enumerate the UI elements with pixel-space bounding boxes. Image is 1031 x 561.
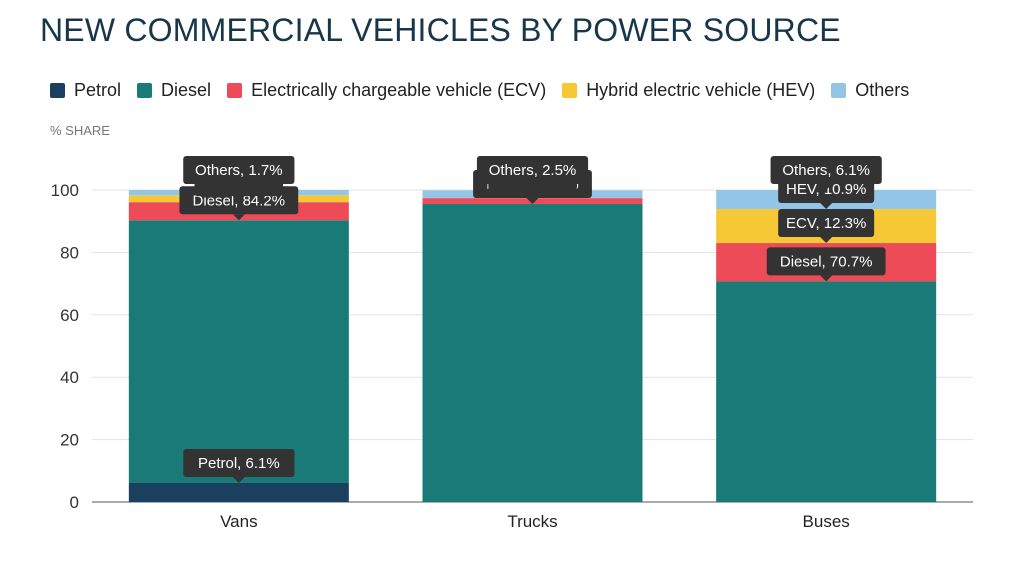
legend-label-diesel: Diesel [161, 80, 212, 100]
data-label-box [476, 156, 589, 184]
data-label-pointer [820, 275, 833, 282]
data-label-pointer [526, 192, 539, 199]
bar-segment-trucks-diesel [422, 204, 643, 503]
legend-item-others[interactable]: Others [831, 80, 909, 101]
legend-label-hev: Hybrid electric vehicle (HEV) [586, 80, 816, 100]
bar-segment-vans-petrol [128, 482, 349, 502]
data-label-text: ECV, 12.3% [786, 215, 866, 232]
data-label-pointer [232, 184, 245, 190]
y-tick-label: 100 [51, 181, 79, 200]
data-label-pointer [820, 184, 833, 190]
data-label-buses-diesel: Diesel, 70.7% [766, 247, 886, 282]
data-label-pointer [232, 189, 245, 196]
data-label-vans-others: Others, 1.7% [183, 156, 295, 190]
y-tick-label: 0 [70, 493, 79, 512]
legend: Petrol Diesel Electrically chargeable ve… [50, 80, 925, 101]
data-label-text: Others, 1.7% [195, 162, 283, 179]
data-label-box [183, 156, 295, 184]
x-tick-label-trucks: Trucks [507, 512, 557, 531]
data-label-text: Diesel, 70.7% [780, 253, 873, 270]
data-label-text: Others, 2.5% [489, 162, 577, 179]
data-label-box [778, 209, 875, 238]
x-tick-label-buses: Buses [803, 512, 850, 531]
data-label-pointer [820, 237, 833, 244]
chart-title: NEW COMMERCIAL VEHICLES BY POWER SOURCE [40, 12, 841, 48]
data-label-pointer [232, 214, 245, 221]
data-label-pointer [526, 198, 539, 205]
data-label-buses-others: Others, 6.1% [770, 156, 882, 190]
data-label-pointer [820, 203, 833, 210]
bar-segment-vans-diesel [128, 220, 349, 483]
legend-item-petrol[interactable]: Petrol [50, 80, 121, 101]
data-label-box [770, 156, 882, 184]
legend-label-others: Others [855, 80, 910, 100]
data-label-buses-ecv: ECV, 12.3% [778, 209, 875, 244]
legend-swatch-hev [562, 83, 578, 98]
y-tick-label: 40 [60, 368, 79, 387]
data-label-box [766, 247, 886, 276]
data-label-pointer [232, 476, 245, 483]
data-label-vans-petrol: Petrol, 6.1% [183, 448, 295, 483]
legend-label-petrol: Petrol [74, 80, 122, 100]
data-label-text: Others, 6.1% [782, 162, 870, 179]
x-tick-label-vans: Vans [220, 512, 258, 531]
data-label-trucks-others: Others, 2.5% [476, 156, 589, 190]
legend-swatch-petrol [50, 83, 65, 98]
legend-swatch-ecv [227, 83, 243, 98]
legend-item-diesel[interactable]: Diesel [137, 80, 211, 101]
legend-label-ecv: Electrically chargeable vehicle (ECV) [251, 80, 547, 100]
data-label-pointer [232, 196, 245, 203]
legend-item-ecv[interactable]: Electrically chargeable vehicle (ECV) [227, 80, 546, 101]
data-label-box [183, 448, 295, 477]
data-label-pointer [526, 184, 539, 190]
legend-item-hev[interactable]: Hybrid electric vehicle (HEV) [562, 80, 815, 101]
bar-segment-buses-diesel [716, 281, 937, 502]
legend-swatch-others [831, 83, 847, 98]
y-tick-label: 60 [60, 306, 79, 325]
legend-swatch-diesel [137, 83, 153, 98]
data-label-text: Petrol, 6.1% [198, 455, 280, 472]
y-tick-label: 20 [60, 431, 79, 450]
y-axis-title: % SHARE [50, 123, 110, 138]
y-tick-label: 80 [60, 243, 79, 262]
